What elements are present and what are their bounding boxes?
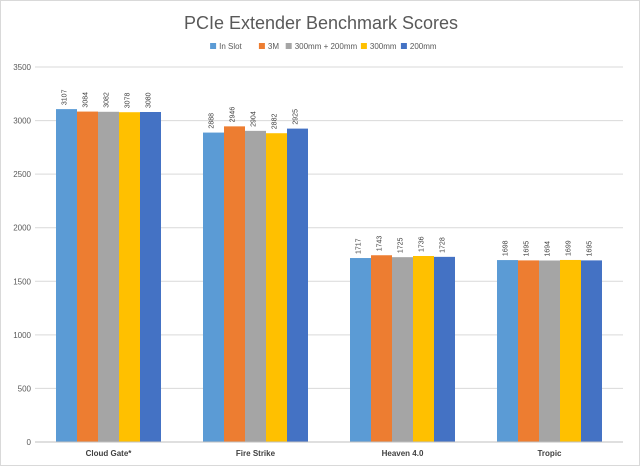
x-category-label-tropic: Tropic (537, 449, 562, 458)
bar-tropic-200mm (581, 260, 602, 442)
data-labels: 3107 3084 3082 3078 3080 2888 2946 2904 2882 2925… (62, 89, 594, 256)
bar-tropic-300mm (560, 259, 581, 442)
legend-swatch-300mm-200mm (285, 43, 292, 49)
data-label-cloud-gate-200mm: 3080 (146, 92, 153, 108)
data-label-cloud-gate-300mm-200mm: 3082 (104, 92, 111, 108)
x-axis: Cloud Gate* Fire Strike Heaven 4.0 Tropic (35, 441, 623, 458)
legend-swatch-300mm (360, 43, 367, 49)
bar-cloud-gate-200mm (140, 112, 161, 442)
bar-heaven-4-0-300mm (413, 256, 434, 442)
data-label-heaven-4-0-200mm: 1728 (440, 237, 447, 253)
bar-tropic-300mm-200mm (539, 260, 560, 442)
data-label-tropic-300mm-200mm: 1694 (545, 241, 552, 257)
x-category-label-cloud-gate: Cloud Gate* (86, 449, 133, 458)
bar-heaven-4-0-3m (371, 255, 392, 442)
y-tick-label-500: 500 (18, 384, 32, 393)
data-label-fire-strike-300mm: 2882 (272, 114, 279, 130)
data-label-fire-strike-300mm-200mm: 2904 (251, 111, 258, 127)
legend-label-3m: 3M (268, 42, 279, 51)
y-tick-label-1500: 1500 (13, 277, 31, 286)
bar-cloud-gate-3m (77, 111, 98, 443)
bar-fire-strike-in-slot (203, 132, 224, 443)
y-tick-label-1000: 1000 (13, 331, 31, 340)
y-tick-label-3000: 3000 (13, 117, 31, 126)
bar-heaven-4-0-300mm-200mm (392, 257, 413, 442)
legend: In Slot 3M 300mm + 200mm 300mm 200mm (210, 42, 437, 51)
y-tick-label-0: 0 (27, 438, 32, 447)
legend-label-300mm-200mm: 300mm + 200mm (295, 42, 358, 51)
legend-swatch-200mm (400, 43, 407, 49)
data-label-heaven-4-0-300mm: 1736 (419, 236, 426, 252)
bar-fire-strike-200mm (287, 128, 308, 442)
bar-cloud-gate-300mm-200mm (98, 111, 119, 443)
data-label-heaven-4-0-3m: 1743 (377, 236, 384, 252)
data-label-cloud-gate-in-slot: 3107 (62, 89, 69, 105)
data-label-heaven-4-0-in-slot: 1717 (356, 238, 363, 254)
legend-swatch-3m (258, 43, 265, 49)
data-label-cloud-gate-300mm: 3078 (125, 93, 132, 109)
bar-tropic-3m (518, 260, 539, 442)
data-label-tropic-in-slot: 1698 (503, 240, 510, 256)
bar-cloud-gate-300mm (119, 112, 140, 442)
bar-heaven-4-0-in-slot (350, 258, 371, 442)
y-tick-label-2500: 2500 (13, 170, 31, 179)
chart-title: PCIe Extender Benchmark Scores (184, 13, 458, 33)
bar-heaven-4-0-200mm (434, 256, 455, 442)
data-label-tropic-200mm: 1695 (587, 241, 594, 257)
data-label-fire-strike-3m: 2946 (230, 107, 237, 123)
data-label-cloud-gate-3m: 3084 (83, 92, 90, 108)
bar-fire-strike-300mm (266, 133, 287, 442)
bar-fire-strike-3m (224, 126, 245, 442)
legend-label-in-slot: In Slot (219, 42, 242, 51)
bar-fire-strike-300mm-200mm (245, 130, 266, 442)
x-category-label-fire-strike: Fire Strike (236, 449, 276, 458)
y-axis: 0 500 1000 1500 2000 2500 3000 3500 (13, 63, 31, 447)
y-tick-label-2000: 2000 (13, 224, 31, 233)
bar-cloud-gate-in-slot (56, 109, 77, 442)
data-label-tropic-300mm: 1699 (566, 240, 573, 256)
data-label-fire-strike-200mm: 2925 (293, 109, 300, 125)
data-label-heaven-4-0-300mm-200mm: 1725 (398, 237, 405, 253)
bar-tropic-in-slot (497, 260, 518, 442)
data-label-tropic-3m: 1695 (524, 241, 531, 257)
legend-label-200mm: 200mm (410, 42, 437, 51)
legend-label-300mm: 300mm (370, 42, 397, 51)
x-category-label-heaven-4-0: Heaven 4.0 (382, 449, 424, 458)
bars (56, 109, 602, 443)
data-label-fire-strike-in-slot: 2888 (209, 113, 216, 129)
y-tick-label-3500: 3500 (13, 63, 31, 72)
legend-swatch-in-slot (210, 43, 217, 49)
